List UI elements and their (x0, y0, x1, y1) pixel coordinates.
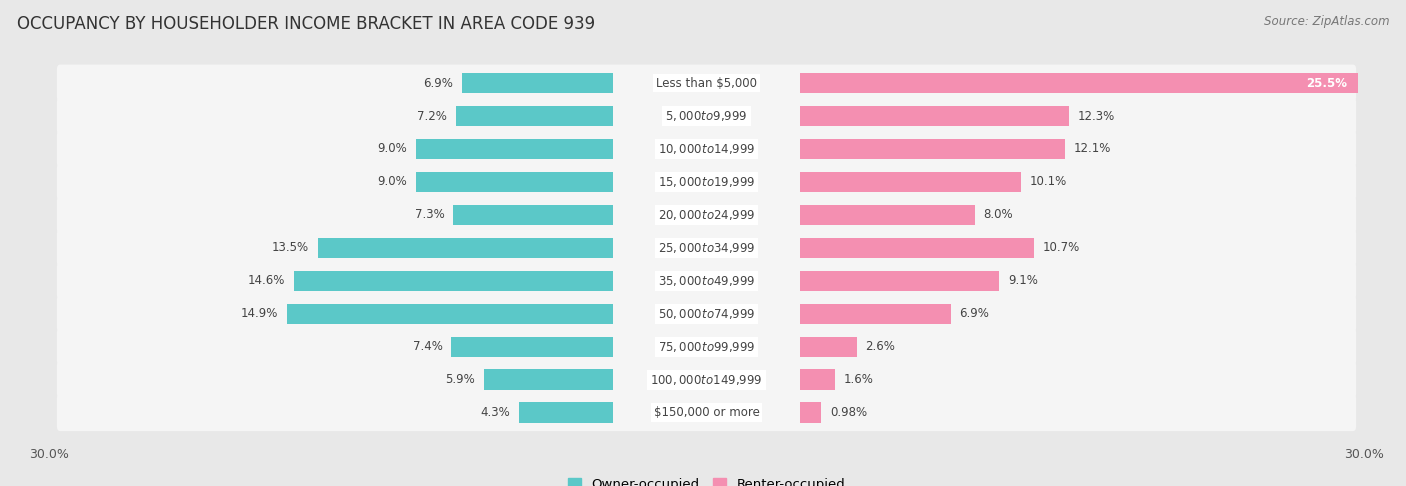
FancyBboxPatch shape (56, 295, 1357, 332)
Text: Source: ZipAtlas.com: Source: ZipAtlas.com (1264, 15, 1389, 28)
FancyBboxPatch shape (56, 229, 1357, 266)
Text: 10.7%: 10.7% (1043, 242, 1080, 254)
Text: $100,000 to $149,999: $100,000 to $149,999 (651, 373, 762, 387)
FancyBboxPatch shape (56, 163, 1357, 200)
Text: 9.0%: 9.0% (378, 175, 408, 189)
Text: 9.0%: 9.0% (378, 142, 408, 156)
FancyBboxPatch shape (56, 394, 1357, 431)
Text: 7.3%: 7.3% (415, 208, 444, 222)
Bar (800, 402, 821, 423)
Text: $20,000 to $24,999: $20,000 to $24,999 (658, 208, 755, 222)
Bar (451, 336, 613, 357)
Text: 6.9%: 6.9% (959, 307, 990, 320)
Text: 7.2%: 7.2% (418, 109, 447, 122)
Text: 0.98%: 0.98% (830, 406, 868, 419)
Text: Less than $5,000: Less than $5,000 (657, 76, 756, 89)
FancyBboxPatch shape (56, 196, 1357, 233)
Text: 25.5%: 25.5% (1306, 76, 1347, 89)
Text: 12.3%: 12.3% (1078, 109, 1115, 122)
Legend: Owner-occupied, Renter-occupied: Owner-occupied, Renter-occupied (568, 478, 845, 486)
Bar (800, 336, 856, 357)
Text: 6.9%: 6.9% (423, 76, 454, 89)
Text: $25,000 to $34,999: $25,000 to $34,999 (658, 241, 755, 255)
Text: 8.0%: 8.0% (984, 208, 1014, 222)
Bar (800, 73, 1358, 93)
Text: $10,000 to $14,999: $10,000 to $14,999 (658, 142, 755, 156)
Bar (800, 271, 1000, 291)
Text: 14.6%: 14.6% (247, 274, 285, 287)
Bar (416, 172, 613, 192)
Text: 5.9%: 5.9% (446, 373, 475, 386)
Text: 14.9%: 14.9% (240, 307, 278, 320)
Bar (800, 106, 1069, 126)
Bar (519, 402, 613, 423)
Text: OCCUPANCY BY HOUSEHOLDER INCOME BRACKET IN AREA CODE 939: OCCUPANCY BY HOUSEHOLDER INCOME BRACKET … (17, 15, 595, 33)
Text: $15,000 to $19,999: $15,000 to $19,999 (658, 175, 755, 189)
Bar (800, 205, 974, 225)
Text: 1.6%: 1.6% (844, 373, 873, 386)
Bar (800, 172, 1021, 192)
Bar (287, 304, 613, 324)
FancyBboxPatch shape (56, 262, 1357, 299)
Bar (294, 271, 613, 291)
Text: $50,000 to $74,999: $50,000 to $74,999 (658, 307, 755, 321)
FancyBboxPatch shape (56, 361, 1357, 398)
FancyBboxPatch shape (56, 131, 1357, 168)
Bar (416, 139, 613, 159)
Text: 12.1%: 12.1% (1074, 142, 1111, 156)
Text: $35,000 to $49,999: $35,000 to $49,999 (658, 274, 755, 288)
Text: 2.6%: 2.6% (865, 340, 896, 353)
Text: 9.1%: 9.1% (1008, 274, 1038, 287)
Text: 10.1%: 10.1% (1029, 175, 1067, 189)
Text: $75,000 to $99,999: $75,000 to $99,999 (658, 340, 755, 354)
Bar (454, 205, 613, 225)
Bar (800, 139, 1064, 159)
Bar (318, 238, 613, 258)
Text: 7.4%: 7.4% (412, 340, 443, 353)
Text: 13.5%: 13.5% (271, 242, 309, 254)
Bar (463, 73, 613, 93)
Bar (456, 106, 613, 126)
Bar (800, 238, 1033, 258)
Bar (800, 369, 835, 390)
FancyBboxPatch shape (56, 328, 1357, 365)
Bar (484, 369, 613, 390)
FancyBboxPatch shape (56, 98, 1357, 135)
Bar (800, 304, 950, 324)
Text: $5,000 to $9,999: $5,000 to $9,999 (665, 109, 748, 123)
Text: $150,000 or more: $150,000 or more (654, 406, 759, 419)
FancyBboxPatch shape (56, 65, 1357, 102)
Text: 4.3%: 4.3% (481, 406, 510, 419)
